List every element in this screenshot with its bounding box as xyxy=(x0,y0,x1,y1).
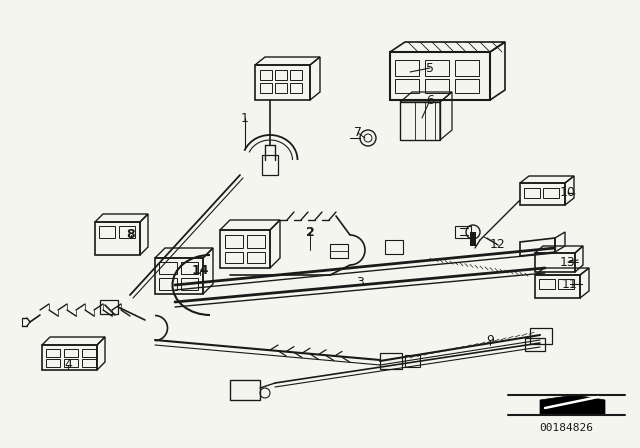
Text: 00184826: 00184826 xyxy=(539,423,593,433)
Bar xyxy=(385,240,403,254)
Bar xyxy=(82,349,96,357)
Bar xyxy=(290,83,302,93)
Text: 14: 14 xyxy=(191,264,209,277)
Polygon shape xyxy=(540,395,605,415)
Bar xyxy=(230,380,260,400)
Bar xyxy=(260,83,272,93)
Bar xyxy=(100,300,118,314)
Bar xyxy=(275,70,287,80)
Bar xyxy=(543,188,559,198)
Text: 2: 2 xyxy=(306,227,314,240)
Bar xyxy=(530,328,552,344)
Text: 3: 3 xyxy=(356,276,364,289)
Bar xyxy=(558,279,574,289)
Bar xyxy=(46,359,60,367)
Text: 10: 10 xyxy=(560,186,576,199)
Bar xyxy=(425,60,449,76)
Text: 7: 7 xyxy=(354,126,362,139)
Bar xyxy=(46,349,60,357)
Bar xyxy=(82,359,96,367)
Text: 6: 6 xyxy=(426,94,434,107)
Bar xyxy=(455,226,471,238)
Text: 12: 12 xyxy=(490,238,506,251)
Bar xyxy=(380,353,402,369)
Bar xyxy=(455,60,479,76)
Bar xyxy=(330,244,348,258)
Text: 4: 4 xyxy=(64,358,72,371)
Bar xyxy=(395,79,419,93)
Bar xyxy=(64,359,78,367)
Bar xyxy=(64,349,78,357)
Bar xyxy=(425,79,449,93)
Text: 1: 1 xyxy=(241,112,249,125)
Bar xyxy=(539,279,555,289)
Bar xyxy=(405,355,420,367)
Bar xyxy=(260,70,272,80)
Bar xyxy=(275,83,287,93)
Text: 13: 13 xyxy=(560,255,576,268)
Bar xyxy=(395,60,419,76)
Bar xyxy=(290,70,302,80)
Text: 8: 8 xyxy=(127,228,135,241)
Bar xyxy=(455,79,479,93)
Bar xyxy=(262,155,278,175)
Bar xyxy=(525,338,545,351)
Bar xyxy=(524,188,540,198)
Bar xyxy=(470,232,476,246)
Text: 11: 11 xyxy=(562,277,578,290)
Text: 9: 9 xyxy=(486,333,494,346)
Text: 5: 5 xyxy=(426,61,434,74)
